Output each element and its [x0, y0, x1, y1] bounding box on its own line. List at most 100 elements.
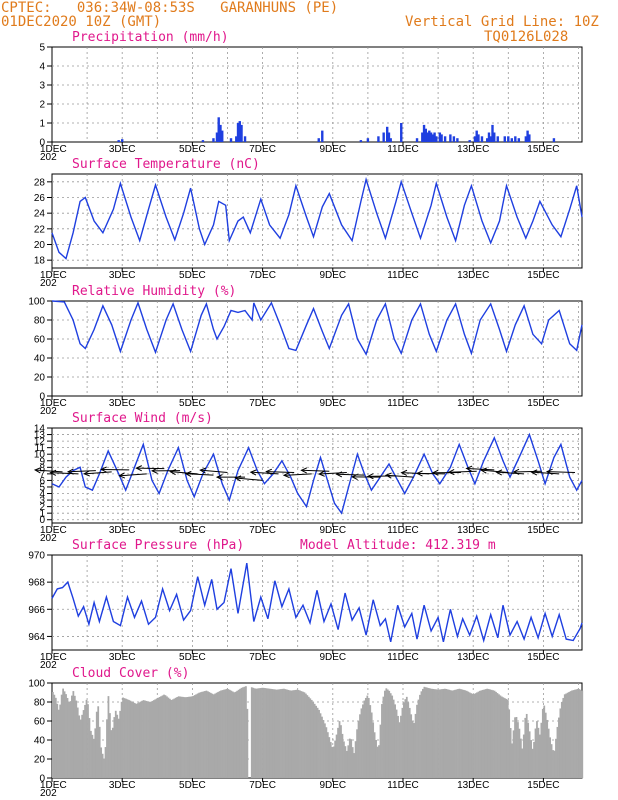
model-altitude-note: Model Altitude: 412.319 m: [300, 538, 496, 553]
cloud-bar: [324, 723, 326, 778]
cloud-bar: [493, 690, 496, 778]
wind-arrow-shaft: [250, 471, 279, 475]
cloud-bar: [188, 696, 190, 778]
wind-arrow-shaft: [386, 474, 414, 478]
cloud-bar: [546, 719, 549, 778]
y-tick-label: 20: [34, 373, 46, 384]
wind-arrow-head: [384, 472, 392, 479]
cloud-bar: [353, 753, 356, 778]
precip-bar: [219, 124, 222, 142]
cloud-bar: [416, 704, 418, 778]
cloud-bar: [331, 747, 334, 778]
cloud-bar: [429, 688, 432, 778]
cloud-bar: [498, 694, 500, 778]
cloud-bar: [253, 688, 256, 778]
cloud-bar: [223, 689, 225, 778]
cloud-bar: [167, 697, 170, 778]
humidity-line: [51, 300, 583, 356]
x-tick-label: 11DEC: [387, 270, 419, 281]
cloud-bar: [581, 690, 584, 778]
x-tick-label: 3DEC: [109, 144, 136, 155]
panel-frame: [51, 554, 583, 651]
x-year-label: 202: [40, 660, 57, 671]
y-tick-label: 8: [39, 463, 45, 474]
cloud-bar: [420, 691, 423, 778]
x-tick-label: 13DEC: [457, 525, 489, 536]
cloud-bar: [527, 722, 530, 778]
cloud-bar: [328, 737, 331, 778]
cloud-bar: [109, 713, 111, 778]
precip-bar: [240, 124, 243, 142]
cloud-bar: [499, 695, 502, 778]
x-tick-label: 5DEC: [179, 652, 206, 663]
cloud-bar: [192, 695, 195, 778]
wind-arrow-shaft: [235, 477, 263, 481]
y-tick-label: 4: [39, 489, 45, 500]
precip-bar: [477, 134, 480, 142]
cloud-bar: [116, 714, 119, 778]
wind-arrow: [66, 468, 96, 475]
cloud-bar: [436, 689, 439, 778]
cloud-bar: [553, 750, 556, 778]
cloud-bar: [62, 688, 64, 778]
cloud-bar: [480, 690, 483, 778]
x-tick-label: 11DEC: [387, 144, 419, 155]
precip-bar: [385, 126, 389, 142]
cloud-bar: [266, 688, 269, 778]
cloud-bar: [318, 709, 320, 778]
precip-bar: [433, 132, 436, 142]
cloud-bar: [574, 689, 576, 778]
cloud-bar: [198, 692, 201, 778]
x-tick-label: 7DEC: [249, 144, 276, 155]
cloud-bar: [569, 691, 572, 778]
pressure-title: Surface Pressure (hPa): [72, 538, 244, 553]
cloud-bar: [508, 709, 511, 778]
x-tick-label: 15DEC: [527, 270, 559, 281]
cloud-bar: [392, 699, 395, 778]
x-tick-label: 9DEC: [319, 270, 346, 281]
cloud-bar: [313, 703, 316, 778]
wind-arrow: [465, 465, 495, 472]
wind-arrow-head: [431, 469, 439, 476]
wind-arrow: [415, 470, 446, 477]
cloud-bar: [345, 750, 348, 778]
wind-arrow-head: [33, 467, 41, 474]
cloud-bar: [388, 690, 391, 778]
cloud-bar: [230, 690, 233, 778]
cloud-bar: [302, 691, 304, 778]
cloud-bar: [312, 701, 315, 778]
cloud-bar: [483, 689, 486, 778]
y-tick-label: 968: [28, 578, 45, 589]
cloud-bar: [207, 691, 209, 778]
wind-arrow-shaft: [496, 471, 525, 475]
wind-arrow: [400, 469, 430, 476]
cloud-bar: [565, 693, 568, 778]
x-tick-label: 5DEC: [179, 270, 206, 281]
cloud-bar: [117, 718, 120, 778]
cloud-bar: [75, 700, 78, 778]
cloud-bar: [405, 696, 408, 778]
x-tick-label: 13DEC: [457, 144, 489, 155]
precip-bar: [517, 138, 521, 142]
y-tick-label: 2: [39, 100, 45, 111]
cloud-bar: [152, 700, 155, 778]
cloud-bar: [186, 696, 189, 778]
cloud-bar: [326, 732, 329, 778]
precip-bar: [421, 132, 424, 142]
cloud-bar: [125, 698, 127, 778]
wind-arrow: [234, 475, 263, 482]
cloud-bar: [168, 698, 171, 778]
temperature-line: [51, 176, 583, 260]
cloud-bar: [433, 689, 436, 778]
cloud-bar: [224, 689, 227, 778]
x-year-label: 202: [40, 152, 57, 163]
cloud-bar: [95, 711, 98, 778]
cloud-bar: [280, 689, 282, 778]
cloud-bar: [268, 688, 271, 778]
temperature-title: Surface Temperature (nC): [72, 157, 260, 172]
cloud-bar: [129, 700, 132, 778]
cloud-bar: [259, 688, 262, 778]
x-tick-label: 5DEC: [179, 398, 206, 409]
cloud-bar: [438, 689, 440, 778]
x-tick-label: 1DEC: [40, 270, 67, 281]
